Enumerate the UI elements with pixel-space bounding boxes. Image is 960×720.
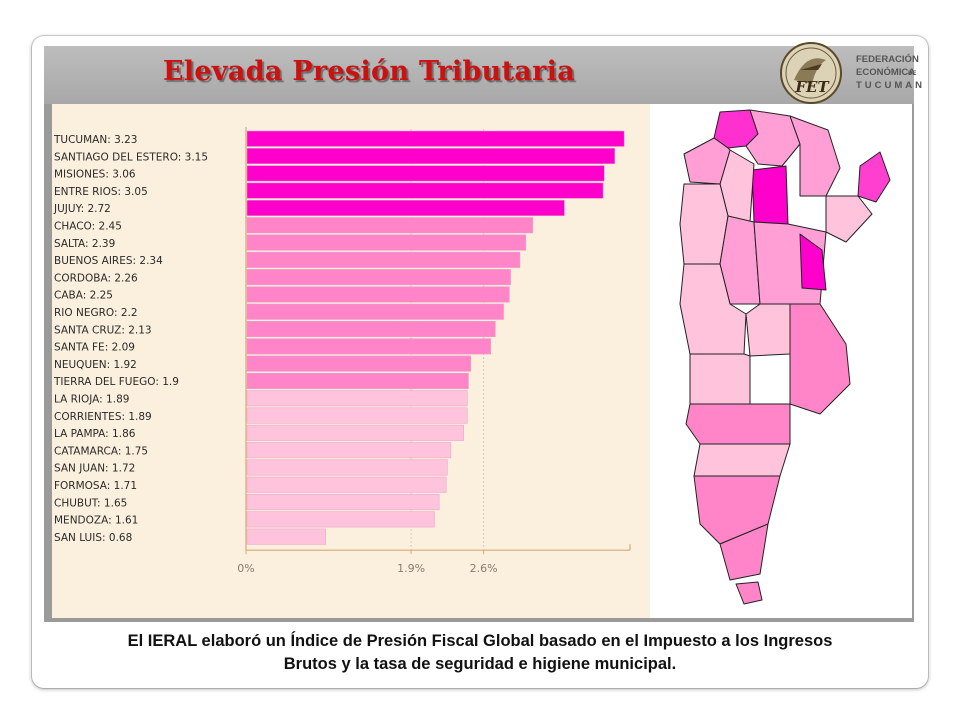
logo-line-2-small: DE	[908, 71, 916, 77]
slide-caption: El IERAL elaboró un Índice de Presión Fi…	[60, 630, 900, 676]
bar	[246, 182, 604, 199]
bar	[246, 269, 511, 286]
fet-emblem-icon: FET FEDERACIÓN ECONÓMICA DE TUCUMAN	[780, 42, 922, 104]
bar	[246, 303, 504, 320]
bar-label: SANTA CRUZ: 2.13	[54, 324, 152, 336]
bar	[246, 355, 472, 372]
bar-label: TUCUMAN: 3.23	[53, 134, 137, 146]
chart-labels: TUCUMAN: 3.23 SANTIAGO DEL ESTERO: 3.15 MI…	[53, 134, 208, 544]
bar-label: CHACO: 2.45	[54, 221, 122, 233]
logo-emblem-text: FET	[794, 78, 830, 96]
bar	[246, 199, 565, 216]
chart-axis: 0% 1.9% 2.6%	[237, 127, 631, 575]
caption-line-2: Brutos y la tasa de seguridad e higiene …	[283, 655, 677, 673]
bar-label: CABA: 2.25	[54, 290, 113, 302]
bar	[246, 390, 468, 407]
bar	[246, 442, 452, 459]
bar-label: BUENOS AIRES: 2.34	[54, 255, 163, 267]
bar-label: SAN LUIS: 0.68	[54, 532, 132, 544]
bar-label: SANTIAGO DEL ESTERO: 3.15	[54, 151, 208, 163]
bar	[246, 234, 527, 251]
logo-line-2: ECONÓMICA	[856, 66, 915, 78]
bar	[246, 321, 496, 338]
x-tick-label: 0%	[237, 562, 254, 575]
bar	[246, 372, 469, 389]
bar	[246, 424, 465, 441]
bar-label: FORMOSA: 1.71	[54, 480, 137, 492]
bar	[246, 286, 510, 303]
bar-label: NEUQUEN: 1.92	[54, 359, 137, 371]
argentina-provinces-map-icon	[650, 104, 912, 618]
bar-label: LA RIOJA: 1.89	[54, 394, 129, 406]
logo-line-3: TUCUMAN	[856, 80, 922, 91]
chart-bars	[246, 130, 625, 545]
bar-label: CORDOBA: 2.26	[54, 272, 138, 284]
bar-chart: TUCUMAN: 3.23 SANTIAGO DEL ESTERO: 3.15 MI…	[53, 127, 631, 575]
bar-label: CORRIENTES: 1.89	[54, 411, 152, 423]
bar	[246, 528, 326, 545]
bar	[246, 459, 448, 476]
bar-label: JUJUY: 2.72	[53, 203, 111, 215]
bar-label: SAN JUAN: 1.72	[54, 463, 135, 475]
logo-line-1: FEDERACIÓN	[856, 53, 919, 65]
bar	[246, 494, 440, 511]
bar-label: MISIONES: 3.06	[54, 169, 136, 181]
caption-line-1: El IERAL elaboró un Índice de Presión Fi…	[127, 632, 833, 650]
bar	[246, 217, 534, 234]
bar-label: ENTRE RIOS: 3.05	[54, 186, 148, 198]
bar-label: MENDOZA: 1.61	[54, 515, 138, 527]
x-tick-label: 2.6%	[470, 562, 498, 575]
bar	[246, 338, 491, 355]
bar-label: RIO NEGRO: 2.2	[54, 307, 138, 319]
bar	[246, 148, 616, 165]
bar	[246, 407, 468, 424]
slide-title: Elevada Presión Tributaria	[163, 56, 576, 87]
bar-label: SANTA FE: 2.09	[54, 342, 135, 354]
title-bar	[44, 46, 914, 104]
bar	[246, 251, 521, 268]
bar-label: CATAMARCA: 1.75	[54, 445, 148, 457]
bar-label: LA PAMPA: 1.86	[54, 428, 136, 440]
bar	[246, 476, 447, 493]
x-tick-label: 1.9%	[397, 562, 425, 575]
bar-label: CHUBUT: 1.65	[54, 497, 127, 509]
bar-label: TIERRA DEL FUEGO: 1.9	[53, 376, 179, 388]
bar-label: SALTA: 2.39	[54, 238, 115, 250]
bar	[246, 511, 435, 528]
bar	[246, 165, 605, 182]
bar	[246, 130, 625, 147]
